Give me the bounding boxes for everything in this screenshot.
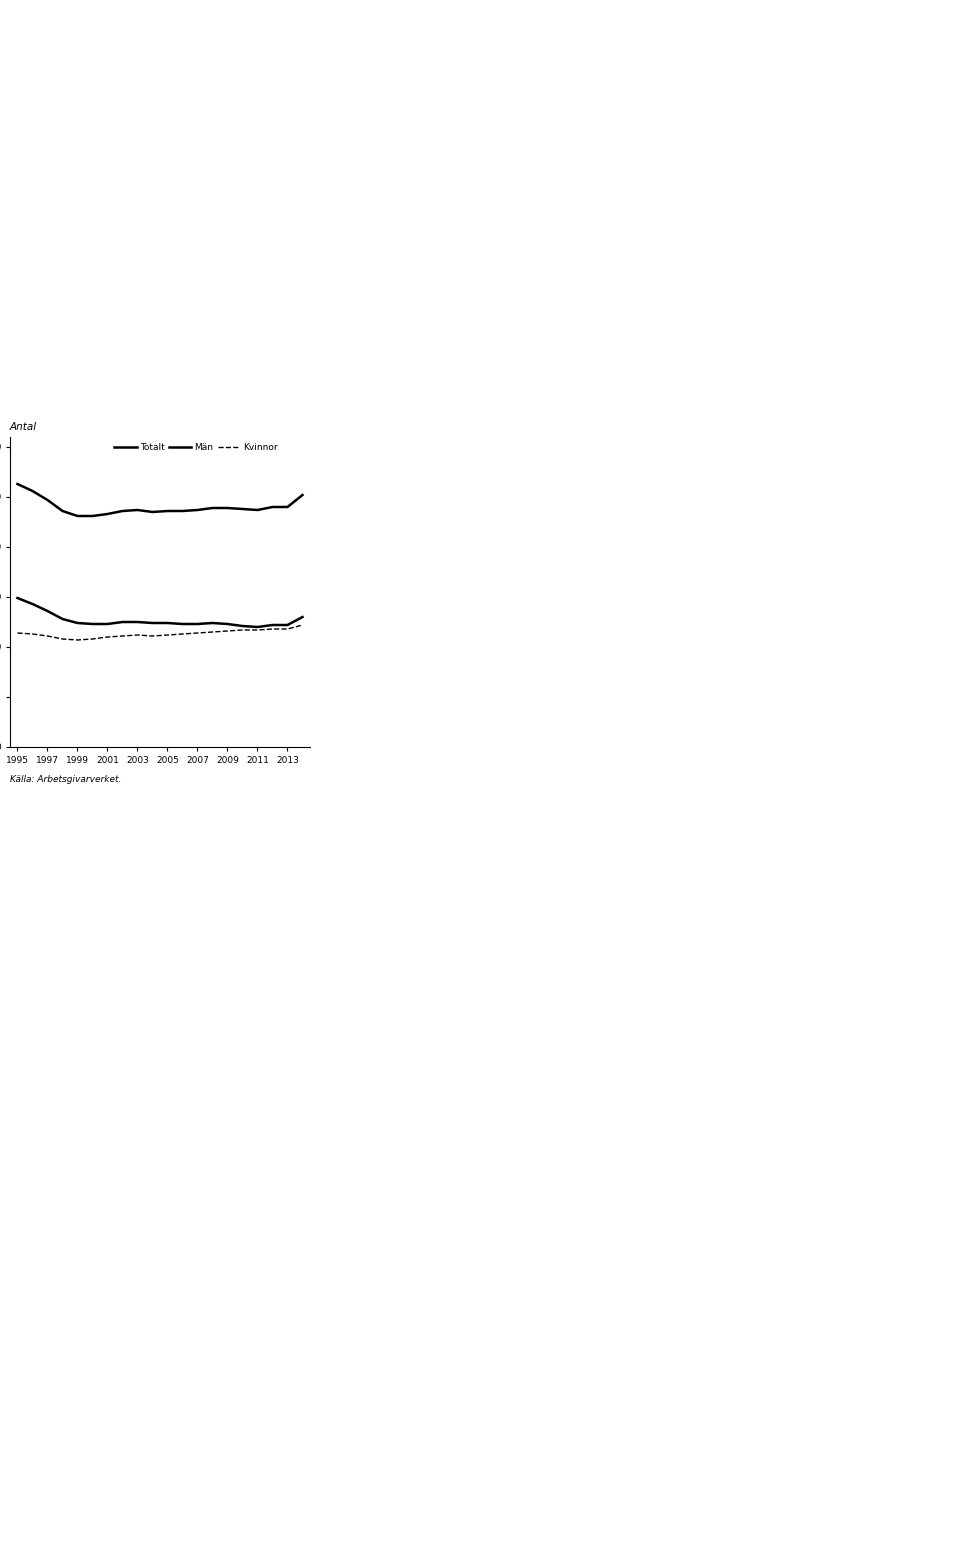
Text: Diagram 3.1 Antalet statsanställda 1995–2014: Diagram 3.1 Antalet statsanställda 1995–…	[16, 420, 271, 431]
Text: Källa: Arbetsgivarverket.: Källa: Arbetsgivarverket.	[10, 775, 121, 785]
Text: Antal: Antal	[10, 422, 37, 433]
Legend: Totalt, Män, Kvinnor: Totalt, Män, Kvinnor	[112, 441, 279, 455]
